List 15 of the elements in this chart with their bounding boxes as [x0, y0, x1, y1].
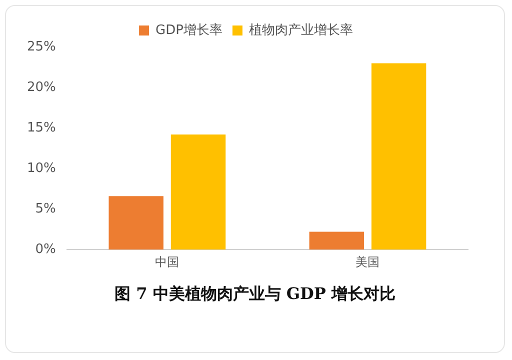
- bar: [108, 196, 164, 250]
- y-tick-label: 5%: [35, 201, 56, 216]
- x-tick-label: 中国: [155, 254, 180, 269]
- y-tick-label: 15%: [26, 120, 56, 136]
- legend-label: GDP增长率: [156, 22, 222, 38]
- text: 图 7 中美植物肉产业与 GDP 增长对比: [114, 284, 396, 305]
- bar: [309, 232, 364, 250]
- bar: [170, 134, 226, 250]
- legend-label: 植物肉产业增长率: [248, 22, 353, 38]
- y-tick-label: 0%: [35, 242, 56, 257]
- y-tick-label: 10%: [26, 160, 56, 176]
- x-tick-label: 美国: [356, 254, 380, 269]
- y-tick-label: 25%: [26, 39, 56, 54]
- y-tick-label: 20%: [26, 80, 56, 95]
- bar: [371, 63, 426, 250]
